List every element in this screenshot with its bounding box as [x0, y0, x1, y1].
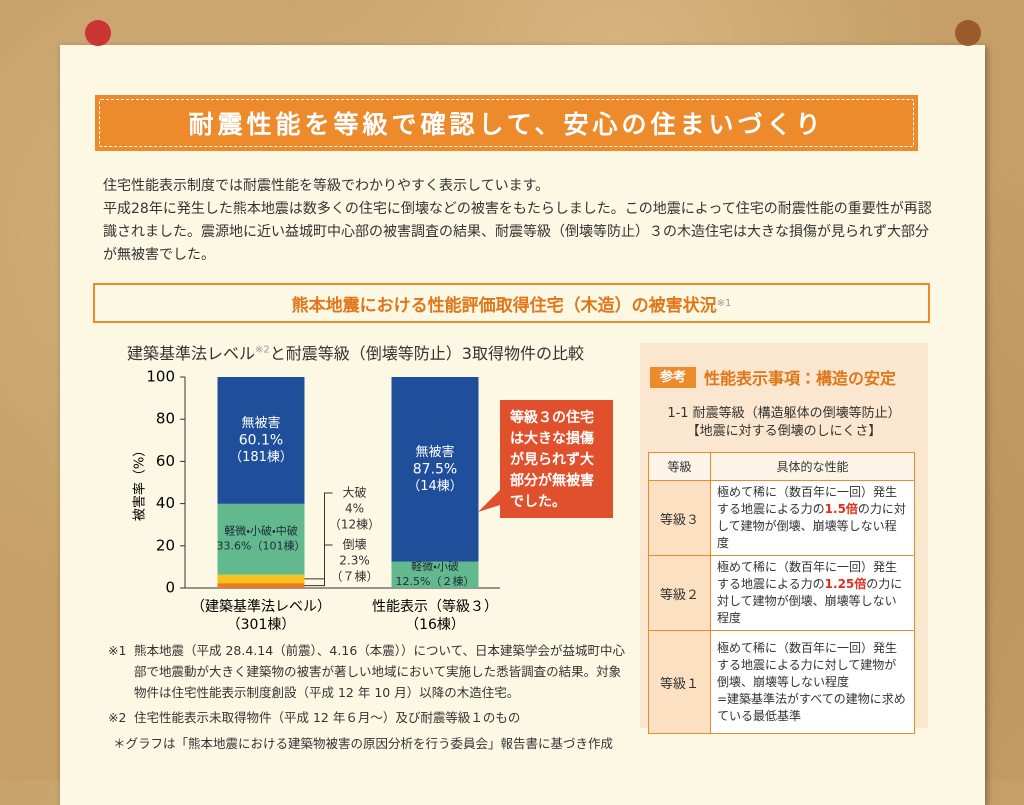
text: の力に対して建物が倒壊、崩壊等しない程度 [717, 577, 903, 625]
description: 極めて稀に（数百年に一回）発生する地震による力の1.25倍の力に対して建物が倒壊… [710, 555, 915, 631]
source: ＊グラフは「熊本地震における建築物被害の原因分析を行う委員会」報告書に基づき作成 [113, 736, 614, 751]
value-label: 2.3% [339, 554, 370, 568]
bar-segment [391, 377, 479, 562]
description: 極めて稀に（数百年に一回）発生する地震による力に対して建物が倒壊、崩壊等しない程… [710, 630, 915, 734]
text: 熊本地震（平成 28.4.14（前震）、4.16（本震））について、日本建築学会… [134, 643, 626, 700]
leader-line [304, 492, 333, 580]
chart-title: 建築基準法レベル※2と耐震等級（倒壊等防止）3取得物件の比較 [127, 340, 584, 364]
count-label: （101棟） [251, 538, 305, 552]
callout: 等級３の住宅は大きな損傷が見られず大部分が無被害でした。 [500, 400, 613, 518]
bar-label: 無被害 [415, 444, 454, 460]
x-tick-note: （16棟） [405, 617, 465, 633]
bar-segment [391, 561, 479, 588]
chart: 0 20 40 60 80 100 被害率（%） （建築基準法レベル） （301棟） 倒壊 2.3%… [132, 368, 500, 633]
bar-segment [217, 503, 305, 575]
y-tick-label: 80 [156, 410, 175, 428]
x-tick-label: 性能表示（等級３） [372, 598, 498, 615]
value-count: 12.5%（２棟） [396, 574, 475, 588]
y-axis-label: 被害率（%） [132, 444, 148, 521]
reference-title: 性能表示事項：構造の安定 [704, 369, 897, 388]
intro: 住宅性能表示制度では耐震性能を等級でわかりやすく表示しています。 平成28年に発… [103, 175, 941, 267]
y-tick-label: 60 [156, 452, 175, 470]
y-tick-label: 40 [156, 494, 175, 512]
paragraph: 住宅性能表示制度では耐震性能を等級でわかりやすく表示しています。 [103, 178, 550, 194]
section-title: 熊本地震における性能評価取得住宅（木造）の被害状況 ※1 [93, 283, 930, 323]
count-label: （７棟） [330, 569, 378, 584]
value-label: 12.5% [396, 575, 431, 588]
x-tick-label: （建築基準法レベル） [191, 598, 331, 615]
note: ※2 [255, 344, 270, 356]
text: =建築基準法がすべての建物に求めている最低基準 [717, 691, 906, 723]
count-label: （181棟） [229, 450, 293, 465]
description: 極めて稀に（数百年に一回）発生する地震による力の1.5倍の力に対して建物が倒壊、… [710, 480, 915, 556]
subtitle: 【地震に対する倒壊のしにくさ】 [686, 424, 882, 439]
text: 極めて稀に（数百年に一回）発生する地震による力の [717, 560, 898, 591]
footnote: ※2 住宅性能表示未取得物件（平成 12 年６月～）及び耐震等級１のもの [108, 707, 628, 728]
mark: ※1 [108, 643, 127, 658]
value-label: 4% [345, 502, 364, 516]
header-cell: 等級 [648, 452, 711, 481]
bar-label: 大破 [342, 485, 366, 500]
y-tick-label: 0 [165, 579, 175, 597]
section-text: 熊本地震における性能評価取得住宅（木造）の被害状況 [291, 295, 717, 316]
count-label: （２棟） [430, 574, 474, 588]
bar-segment [217, 583, 305, 588]
callout-pointer [478, 490, 500, 512]
count-label: （14棟） [407, 479, 463, 494]
header-cell: 具体的な性能 [710, 452, 915, 481]
subtitle: 1-1 耐震等級（構造躯体の倒壊等防止） [667, 406, 901, 421]
value-label: 87.5% [413, 461, 457, 477]
title-text: と耐震等級（倒壊等防止）3取得物件の比較 [269, 344, 584, 363]
paragraph: 平成28年に発生した熊本地震は数多くの住宅に倒壊などの被害をもたらしました。この… [103, 201, 932, 263]
pin [955, 20, 981, 46]
y-tick-label: 100 [146, 368, 175, 386]
grade: 等級１ [648, 630, 711, 734]
mark: ※2 [108, 710, 127, 725]
highlight: 1.5倍 [824, 502, 858, 516]
leader-line [304, 544, 333, 587]
value-label: 60.1% [239, 432, 283, 448]
y-tick-label: 20 [156, 536, 175, 554]
note: ※1 [716, 297, 732, 309]
pin [85, 20, 111, 46]
value-count: 33.6%（101棟） [217, 538, 306, 552]
header-band: 耐震性能を等級で確認して、安心の住まいづくり [95, 95, 918, 151]
bar-segment [217, 377, 305, 504]
highlight: 1.25倍 [824, 577, 867, 591]
bar-label: 軽微・小破・中破 [224, 523, 297, 537]
footnote: ※1 熊本地震（平成 28.4.14（前震）、4.16（本震））について、日本建築… [108, 640, 628, 703]
value-label: 33.6% [217, 539, 252, 552]
bar-label: 無被害 [241, 415, 280, 431]
bar-label: 倒壊 [342, 538, 366, 552]
text: 住宅性能表示未取得物件（平成 12 年６月～）及び耐震等級１のもの [134, 710, 521, 725]
text: 極めて稀に（数百年に一回）発生する地震による力に対して建物が倒壊、崩壊等しない程… [717, 640, 898, 689]
x-tick-note: （301棟） [227, 617, 296, 633]
bar-label: 軽微・小破 [411, 559, 459, 573]
text: の力に対して建物が倒壊、崩壊等しない程度 [717, 502, 906, 550]
text: 極めて稀に（数百年に一回）発生する地震による力の [717, 485, 898, 516]
grade: 等級２ [648, 555, 711, 631]
grade-table: 等級 具体的な性能 等級３ 極めて稀に（数百年に一回）発生する地震による力の1.5倍… [648, 452, 915, 734]
bar-segment [217, 574, 305, 584]
tag: 参考 [650, 367, 696, 388]
grade: 等級３ [648, 480, 711, 556]
title-text: 建築基準法レベル [127, 344, 256, 363]
count-label: （12棟） [329, 517, 380, 532]
